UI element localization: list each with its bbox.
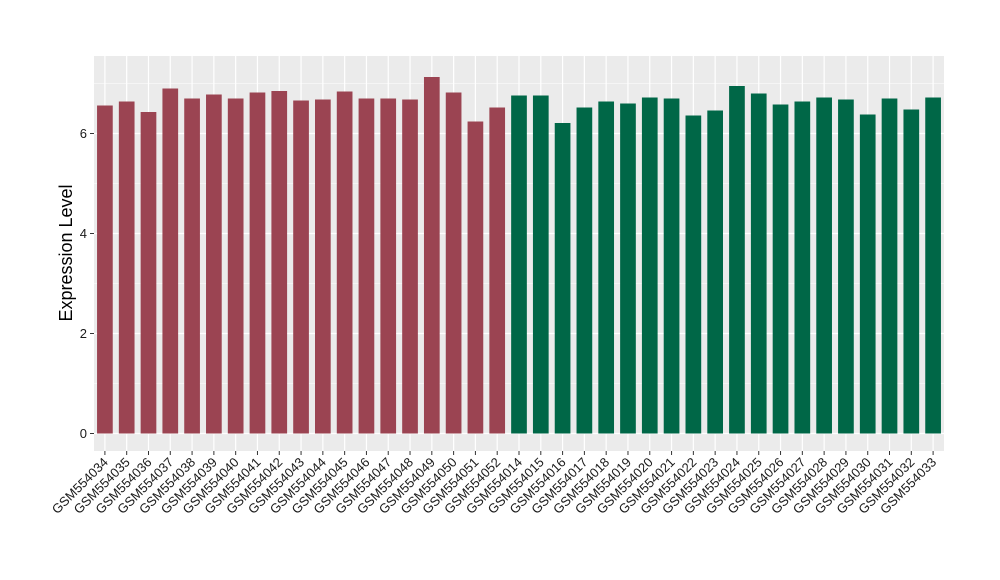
y-tick-label: 4: [80, 226, 87, 241]
bar-GSM554023: [707, 110, 723, 434]
bars: [97, 77, 941, 434]
bar-GSM554042: [271, 91, 288, 434]
bar-GSM554038: [184, 98, 200, 434]
bar-GSM554030: [859, 114, 876, 434]
y-axis-title: Expression Level: [56, 184, 76, 321]
bar-GSM554041: [249, 92, 266, 434]
y-tick-label: 0: [80, 426, 87, 441]
bar-GSM554021: [663, 98, 680, 434]
x-axis: GSM554034GSM554035GSM554036GSM554037GSM5…: [49, 451, 939, 517]
bar-GSM554027: [794, 101, 811, 434]
bar-GSM554043: [293, 100, 309, 434]
bar-GSM554049: [423, 77, 440, 434]
bar-GSM554026: [772, 104, 789, 434]
bar-GSM554037: [162, 88, 179, 434]
bar-GSM554024: [729, 86, 745, 434]
bar-GSM554044: [315, 99, 331, 434]
bar-GSM554015: [532, 95, 549, 434]
bar-GSM554047: [380, 98, 397, 434]
y-tick-label: 6: [80, 126, 87, 141]
bar-GSM554018: [598, 101, 615, 434]
bar-GSM554029: [838, 99, 854, 434]
bar-GSM554019: [620, 103, 636, 434]
bar-GSM554028: [816, 97, 832, 434]
bar-GSM554020: [641, 97, 658, 434]
bar-GSM554039: [206, 94, 222, 434]
bar-GSM554040: [227, 98, 244, 434]
bar-GSM554032: [903, 109, 920, 434]
bar-GSM554016: [554, 123, 571, 434]
bar-GSM554045: [336, 91, 353, 434]
bar-GSM554051: [467, 121, 484, 434]
bar-GSM554036: [140, 112, 157, 434]
bar-GSM554022: [685, 115, 702, 434]
bar-GSM554025: [750, 93, 767, 434]
bar-GSM554035: [118, 101, 135, 434]
y-axis: 0 2 4 6: [80, 126, 94, 441]
bar-GSM554031: [881, 98, 898, 434]
bar-GSM554048: [402, 99, 418, 434]
bar-GSM554034: [97, 105, 113, 434]
bar-GSM554017: [576, 107, 593, 434]
bar-GSM554014: [511, 95, 527, 434]
bar-GSM554050: [445, 92, 462, 434]
bar-GSM554046: [358, 98, 375, 434]
y-tick-label: 2: [80, 326, 87, 341]
bar-GSM554033: [925, 97, 941, 434]
bar-GSM554052: [489, 107, 506, 434]
